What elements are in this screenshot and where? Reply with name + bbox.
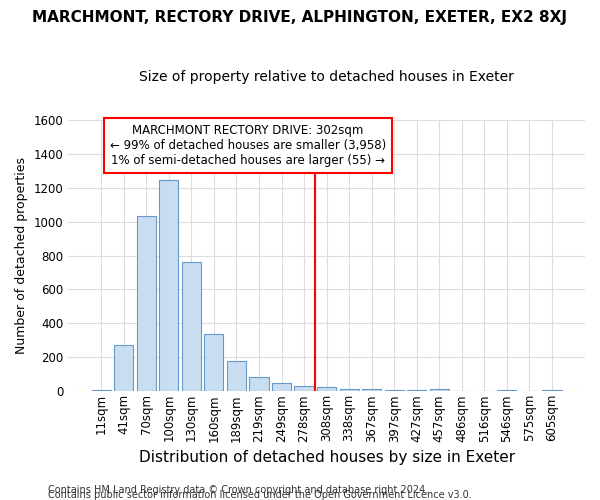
Bar [159, 180, 178, 392]
Bar [497, 390, 517, 392]
Bar [317, 387, 336, 392]
Bar [272, 383, 291, 392]
X-axis label: Distribution of detached houses by size in Exeter: Distribution of detached houses by size … [139, 450, 515, 465]
Text: Contains public sector information licensed under the Open Government Licence v3: Contains public sector information licen… [48, 490, 472, 500]
Text: MARCHMONT, RECTORY DRIVE, ALPHINGTON, EXETER, EX2 8XJ: MARCHMONT, RECTORY DRIVE, ALPHINGTON, EX… [32, 10, 568, 25]
Bar [407, 390, 426, 392]
Bar [295, 386, 314, 392]
Bar [362, 389, 381, 392]
Bar [92, 390, 111, 392]
Text: Contains HM Land Registry data © Crown copyright and database right 2024.: Contains HM Land Registry data © Crown c… [48, 485, 428, 495]
Title: Size of property relative to detached houses in Exeter: Size of property relative to detached ho… [139, 70, 514, 84]
Bar [430, 389, 449, 392]
Bar [182, 262, 201, 392]
Bar [542, 390, 562, 392]
Y-axis label: Number of detached properties: Number of detached properties [15, 157, 28, 354]
Bar [205, 334, 223, 392]
Text: MARCHMONT RECTORY DRIVE: 302sqm
← 99% of detached houses are smaller (3,958)
1% : MARCHMONT RECTORY DRIVE: 302sqm ← 99% of… [110, 124, 386, 167]
Bar [385, 390, 404, 392]
Bar [250, 377, 269, 392]
Bar [137, 216, 156, 392]
Bar [227, 360, 246, 392]
Bar [114, 344, 133, 392]
Bar [340, 388, 359, 392]
